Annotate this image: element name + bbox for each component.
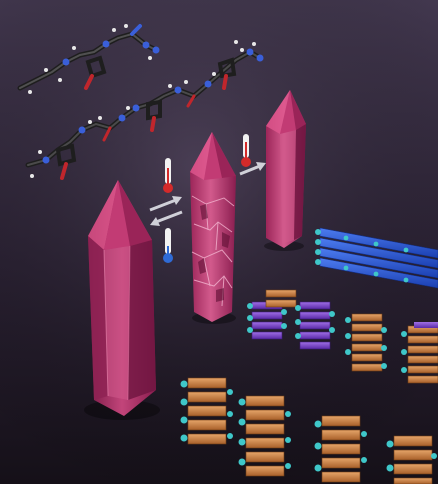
crystal-large [84, 180, 160, 420]
thermometer-hot-icon [163, 158, 173, 193]
packing-stack-orange-5 [238, 395, 291, 477]
packing-stack-orange-4 [180, 377, 233, 445]
crystal-cracked [190, 132, 236, 324]
packing-stack-orange-2 [345, 313, 387, 372]
packing-stack-orange-6 [314, 415, 367, 483]
reversible-arrows [149, 196, 183, 226]
packing-stack-orange-7 [386, 435, 437, 484]
thermometer-hot-icon-right [241, 134, 251, 167]
packing-stack-orange-3 [401, 322, 438, 384]
heating-arrow [239, 162, 266, 176]
molecule-long [25, 40, 264, 180]
packing-stack-blue [315, 227, 438, 289]
thermometer-cold-icon [163, 228, 173, 263]
packing-stack-purple-2 [295, 301, 335, 350]
packing-stack-orange-1 [265, 289, 297, 308]
crystal-right [264, 90, 306, 251]
molecule-top [17, 24, 160, 94]
